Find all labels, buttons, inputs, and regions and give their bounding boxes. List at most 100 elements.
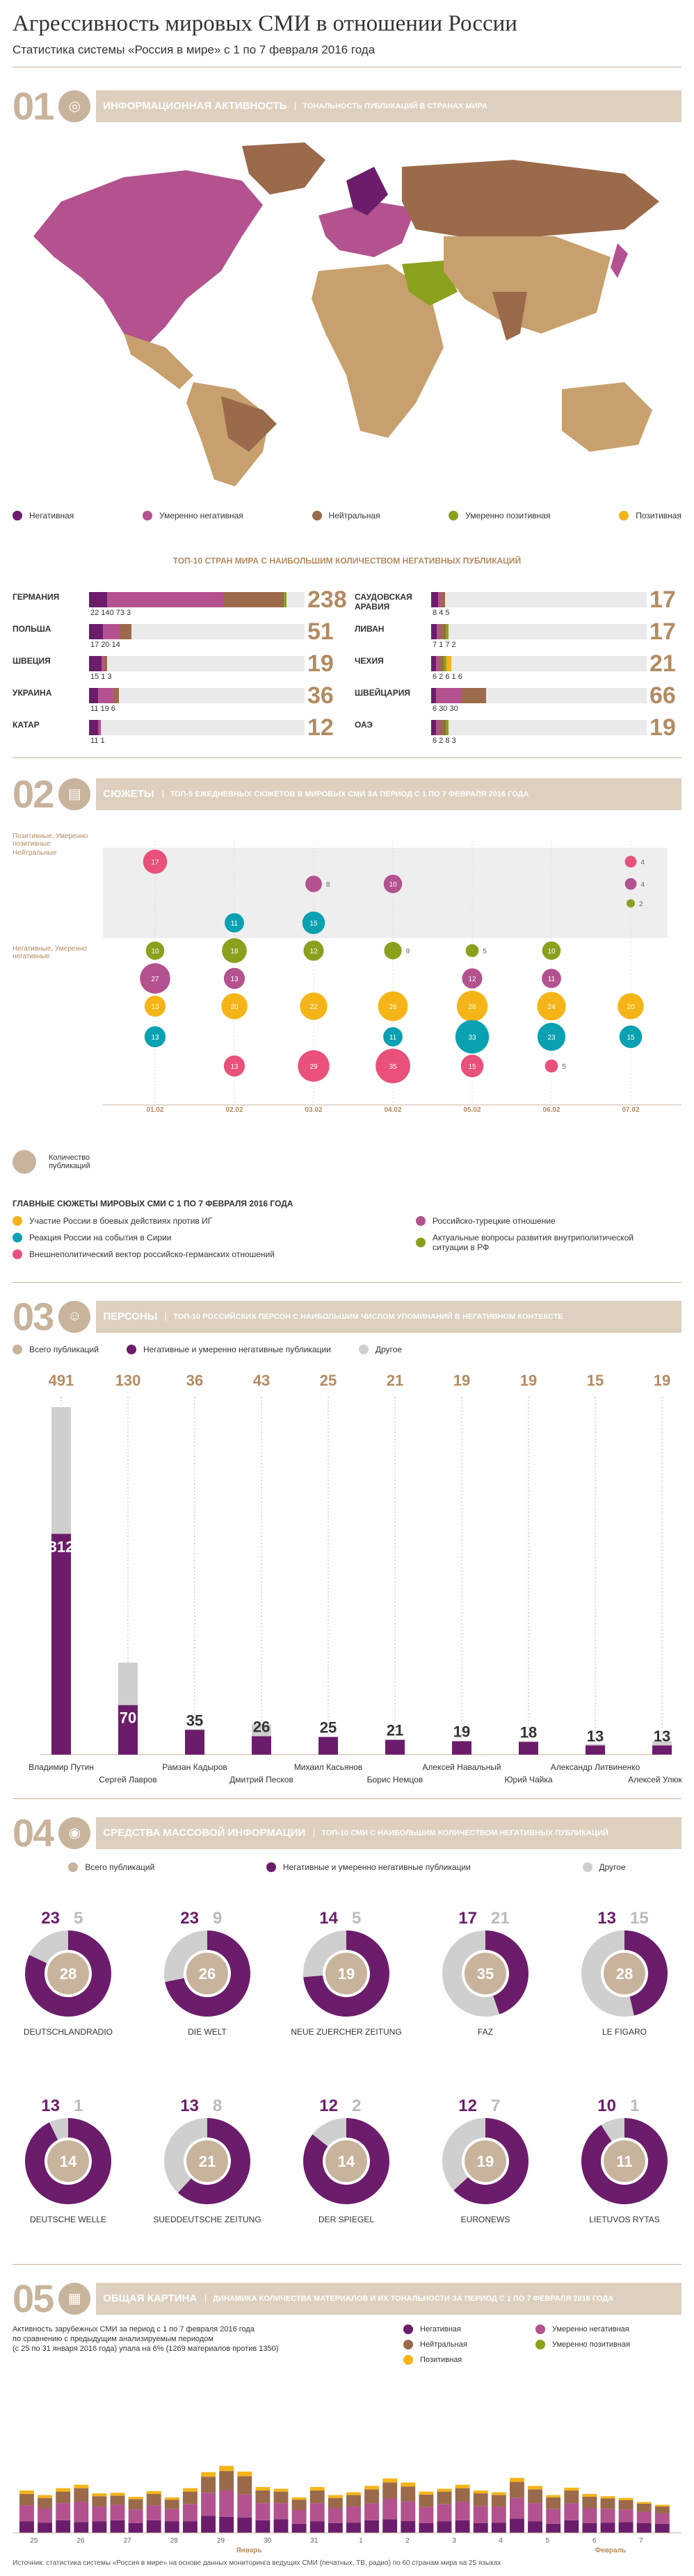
zone-positive-label: Позитивные, Умеренно позитивные xyxy=(13,832,88,848)
overview-bar-segment xyxy=(146,2491,161,2494)
overview-bar-segment xyxy=(219,2490,234,2517)
media-total: 28 xyxy=(60,1965,76,1983)
bubble-value: 12 xyxy=(309,948,318,955)
overview-bar-segment xyxy=(401,2520,416,2533)
person-negative-bar xyxy=(586,1745,605,1755)
bubble-value: 13 xyxy=(151,1003,159,1011)
overview-bar-segment xyxy=(201,2493,216,2516)
media-other-value: 21 xyxy=(491,1909,510,1928)
overview-bar-segment xyxy=(92,2521,107,2533)
country-name: Катар xyxy=(13,720,40,730)
bubble-value: 27 xyxy=(151,976,159,983)
donut-other xyxy=(29,1930,68,1964)
overview-bar-segment xyxy=(455,2488,470,2502)
person-name: Алексей Улюкаев xyxy=(628,1775,681,1785)
country-name: Германия xyxy=(13,592,60,602)
media-name: LE FIGARO xyxy=(602,2027,647,2037)
bar-values: 6 30 30 xyxy=(433,705,458,713)
bubble-value: 33 xyxy=(468,1034,476,1042)
overview-bar-segment xyxy=(455,2484,470,2488)
story-bubble xyxy=(537,992,566,1021)
bar-segment xyxy=(445,720,449,735)
overview-bar-segment xyxy=(582,2522,597,2533)
overview-bar-segment xyxy=(110,2520,125,2533)
donut-other xyxy=(442,2118,485,2190)
document-icon: ▤ xyxy=(58,778,91,810)
overview-bar-segment xyxy=(546,2509,561,2524)
country-total: 17 xyxy=(649,618,676,645)
section-number: 02 xyxy=(13,772,54,816)
overview-bar-segment xyxy=(654,2504,670,2507)
donut-center xyxy=(325,2140,367,2182)
person-negative-bar xyxy=(519,1741,538,1755)
section-number: 01 xyxy=(13,84,54,128)
date-label: 07.02 xyxy=(622,1106,639,1114)
donut-center xyxy=(604,1953,645,1994)
overview-bar-segment xyxy=(309,2487,325,2491)
country-name: Швейцария xyxy=(355,688,411,698)
media-total: 14 xyxy=(338,2153,355,2170)
positive-dot-icon xyxy=(619,511,629,520)
overview-bar-segment xyxy=(528,2503,542,2522)
story-bubble xyxy=(627,899,635,908)
country-bar xyxy=(89,592,305,607)
south-america-brazil xyxy=(221,396,277,452)
country-total: 12 xyxy=(307,714,334,741)
overview-bar-segment xyxy=(237,2517,252,2533)
country-name: Украина xyxy=(13,688,52,698)
overview-bar-segment xyxy=(437,2488,452,2492)
media-name: FAZ xyxy=(478,2027,493,2037)
page-title: Агрессивность мировых СМИ в отношении Ро… xyxy=(13,11,517,36)
bar-segment xyxy=(445,624,449,639)
donut-negative xyxy=(177,2118,250,2204)
legend-neutral: Нейтральная xyxy=(312,511,380,520)
bar-segment xyxy=(436,688,461,703)
story-legend-item: Реакция России на события в Сирии xyxy=(13,1233,402,1242)
section-3-header: 03 ☺ Персоны Топ-10 российских персон с … xyxy=(13,1294,681,1339)
section-desc: Топ-10 СМИ с наибольшим количеством нега… xyxy=(314,1828,608,1837)
section-2-divider xyxy=(13,757,681,758)
person-negative-value: 13 xyxy=(654,1728,670,1745)
donut-center xyxy=(465,1953,506,1994)
month-label-feb: Февраль xyxy=(595,2547,626,2554)
bar-values: 17 20 14 xyxy=(90,641,120,649)
person-negative-value: 70 xyxy=(120,1709,136,1727)
overview-bar-segment xyxy=(618,2497,634,2500)
story-bubble xyxy=(300,992,328,1020)
bar-segment xyxy=(437,592,442,607)
persons-chart: 491 312 Владимир Путин 130 70 Сергей Лавров 36… xyxy=(29,1372,681,1785)
overview-bar-segment xyxy=(128,2497,143,2500)
person-name: Александр Литвиненко xyxy=(551,1762,640,1772)
media-other-value: 5 xyxy=(352,1909,361,1928)
media-total: 21 xyxy=(199,2153,216,2170)
country-bar xyxy=(89,688,305,703)
section-name: Общая картина xyxy=(103,2292,197,2304)
overview-bar-segment xyxy=(255,2487,271,2491)
bubble-value: 10 xyxy=(547,948,556,955)
overview-bar-segment xyxy=(564,2490,579,2504)
donut-negative xyxy=(453,2118,528,2204)
overview-bar-segment xyxy=(510,2481,524,2498)
story-dot-icon xyxy=(416,1238,426,1247)
overview-bar-segment xyxy=(328,2497,343,2509)
overview-bar-segment xyxy=(654,2513,670,2524)
bubble-value: 15 xyxy=(309,920,318,928)
donut-other xyxy=(164,1930,207,1983)
media-negative-value: 12 xyxy=(458,2097,477,2115)
donut-negative xyxy=(24,2118,111,2204)
overview-bar-segment xyxy=(419,2507,434,2523)
story-bubble xyxy=(378,991,408,1022)
africa xyxy=(312,264,444,438)
overview-bar-segment xyxy=(401,2501,416,2521)
person-name: Михаил Касьянов xyxy=(294,1762,362,1772)
positive-dot-icon xyxy=(403,2355,413,2365)
bar-segment xyxy=(439,720,446,735)
country-total: 51 xyxy=(307,618,334,645)
bar-segment xyxy=(446,656,452,671)
bubble-value: 28 xyxy=(468,1003,476,1011)
overview-bar-segment xyxy=(510,2497,524,2519)
media-negative-value: 14 xyxy=(319,1909,338,1928)
overview-bar-segment xyxy=(364,2489,379,2504)
country-total: 238 xyxy=(307,586,347,613)
country-name: Ливан xyxy=(355,624,385,634)
